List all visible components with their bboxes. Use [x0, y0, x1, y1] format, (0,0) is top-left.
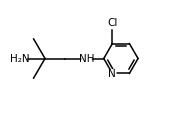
Text: Cl: Cl: [107, 18, 117, 28]
Text: NH: NH: [79, 53, 94, 64]
Circle shape: [109, 70, 116, 77]
Circle shape: [13, 52, 27, 65]
Text: H₂N: H₂N: [10, 53, 30, 64]
Circle shape: [82, 54, 91, 63]
Text: N: N: [108, 69, 116, 79]
Circle shape: [108, 20, 117, 29]
